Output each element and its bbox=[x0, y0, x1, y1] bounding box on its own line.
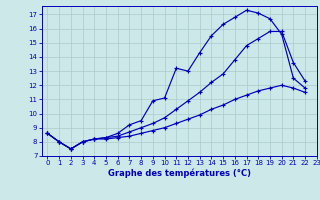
X-axis label: Graphe des températures (°C): Graphe des températures (°C) bbox=[108, 169, 251, 178]
